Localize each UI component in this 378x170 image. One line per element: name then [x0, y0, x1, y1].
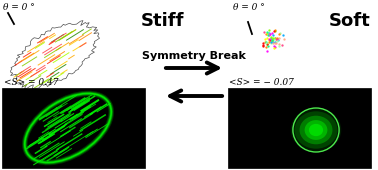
Ellipse shape — [294, 111, 338, 149]
Bar — [2, 88, 145, 168]
Text: θ = 0 °: θ = 0 ° — [233, 3, 265, 12]
Ellipse shape — [305, 120, 327, 140]
Text: <S> = 0.47: <S> = 0.47 — [4, 78, 59, 87]
Ellipse shape — [309, 124, 323, 136]
Text: Stiff: Stiff — [140, 12, 184, 30]
Text: Soft: Soft — [329, 12, 371, 30]
Text: Symmetry Break: Symmetry Break — [142, 51, 246, 61]
Text: θ = 0 °: θ = 0 ° — [3, 3, 35, 12]
Ellipse shape — [291, 108, 341, 152]
Ellipse shape — [299, 116, 332, 144]
Text: <S> = − 0.07: <S> = − 0.07 — [229, 78, 294, 87]
Bar — [228, 88, 371, 168]
